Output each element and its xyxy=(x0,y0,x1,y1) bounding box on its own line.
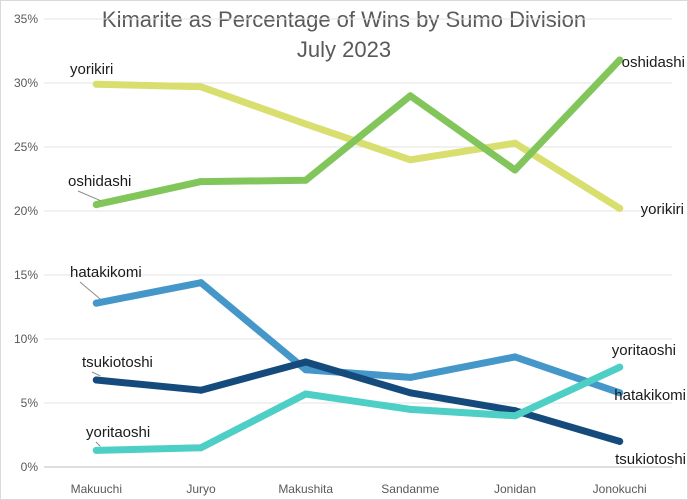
chart-subtitle: July 2023 xyxy=(297,37,391,62)
x-tick-label: Juryo xyxy=(186,482,216,496)
y-tick-label: 20% xyxy=(14,204,38,218)
data-point-yoritaoshi xyxy=(92,446,100,454)
data-point-tsukiotoshi xyxy=(92,376,100,384)
data-point-hatakikomi xyxy=(511,353,519,361)
data-point-yorikiri xyxy=(511,139,519,147)
data-point-oshidashi xyxy=(197,178,205,186)
x-tick-label: Makuuchi xyxy=(71,482,122,496)
data-point-hatakikomi xyxy=(406,373,414,381)
data-point-oshidashi xyxy=(92,201,100,209)
series-line-oshidashi xyxy=(92,56,624,209)
data-point-hatakikomi xyxy=(616,389,624,397)
y-tick-label: 0% xyxy=(21,460,39,474)
leader-line-tsukiotoshi xyxy=(91,371,101,377)
data-point-tsukiotoshi xyxy=(406,389,414,397)
series-label-end-yoritaoshi: yoritaoshi xyxy=(612,342,676,359)
leader-line-hatakikomi xyxy=(79,281,101,300)
y-tick-label: 25% xyxy=(14,140,38,154)
series-label-end-oshidashi: oshidashi xyxy=(622,54,685,71)
data-point-oshidashi xyxy=(406,92,414,100)
data-point-oshidashi xyxy=(302,176,310,184)
data-point-hatakikomi xyxy=(197,279,205,287)
data-point-yorikiri xyxy=(616,204,624,212)
series-line-yoritaoshi xyxy=(92,363,624,454)
series-line-tsukiotoshi xyxy=(92,358,624,445)
data-point-hatakikomi xyxy=(92,299,100,307)
data-point-oshidashi xyxy=(511,166,519,174)
series-label-start-oshidashi: oshidashi xyxy=(68,173,131,190)
x-tick-label: Jonokuchi xyxy=(593,482,647,496)
y-tick-label: 30% xyxy=(14,76,38,90)
y-tick-label: 10% xyxy=(14,332,38,346)
data-point-tsukiotoshi xyxy=(616,437,624,445)
series-label-start-hatakikomi: hatakikomi xyxy=(70,264,142,281)
data-point-yorikiri xyxy=(197,83,205,91)
data-point-yoritaoshi xyxy=(616,363,624,371)
data-point-oshidashi xyxy=(616,56,624,64)
y-tick-label: 5% xyxy=(21,396,39,410)
data-point-tsukiotoshi xyxy=(302,358,310,366)
y-tick-label: 35% xyxy=(14,12,38,26)
data-point-yoritaoshi xyxy=(302,390,310,398)
series-label-start-yoritaoshi: yoritaoshi xyxy=(86,424,150,441)
series-label-end-hatakikomi: hatakikomi xyxy=(614,387,686,404)
x-tick-label: Jonidan xyxy=(494,482,536,496)
series-label-start-yorikiri: yorikiri xyxy=(70,61,113,78)
leader-line-oshidashi xyxy=(77,190,101,202)
series-label-end-tsukiotoshi: tsukiotoshi xyxy=(615,451,686,468)
x-tick-label: Sandanme xyxy=(381,482,439,496)
series-label-end-yorikiri: yorikiri xyxy=(641,201,684,218)
data-point-yoritaoshi xyxy=(197,444,205,452)
data-point-yorikiri xyxy=(406,156,414,164)
x-tick-label: Makushita xyxy=(278,482,333,496)
y-tick-label: 15% xyxy=(14,268,38,282)
data-point-yoritaoshi xyxy=(511,412,519,420)
data-point-yoritaoshi xyxy=(406,405,414,413)
series-label-start-tsukiotoshi: tsukiotoshi xyxy=(82,354,153,371)
leader-line-yoritaoshi xyxy=(95,441,101,447)
data-point-tsukiotoshi xyxy=(197,386,205,394)
data-point-yorikiri xyxy=(302,120,310,128)
data-point-hatakikomi xyxy=(302,366,310,374)
series-line-hatakikomi xyxy=(92,279,624,397)
data-point-yorikiri xyxy=(92,80,100,88)
